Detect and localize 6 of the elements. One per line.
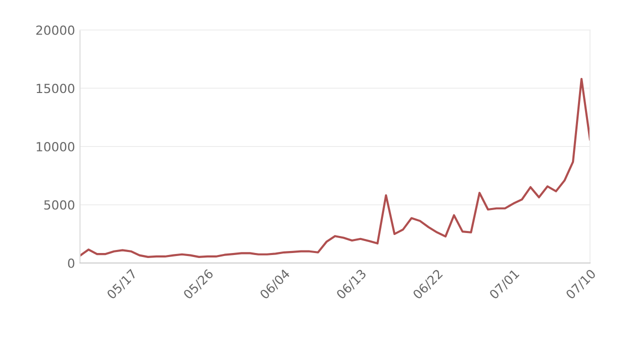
y-tick-label: 15000 bbox=[36, 84, 74, 94]
y-tick-label: 10000 bbox=[36, 142, 74, 152]
y-tick-label: 5000 bbox=[44, 200, 74, 210]
y-tick-label: 20000 bbox=[36, 25, 74, 35]
y-tick-label: 0 bbox=[68, 258, 74, 268]
line-series bbox=[80, 78, 590, 258]
